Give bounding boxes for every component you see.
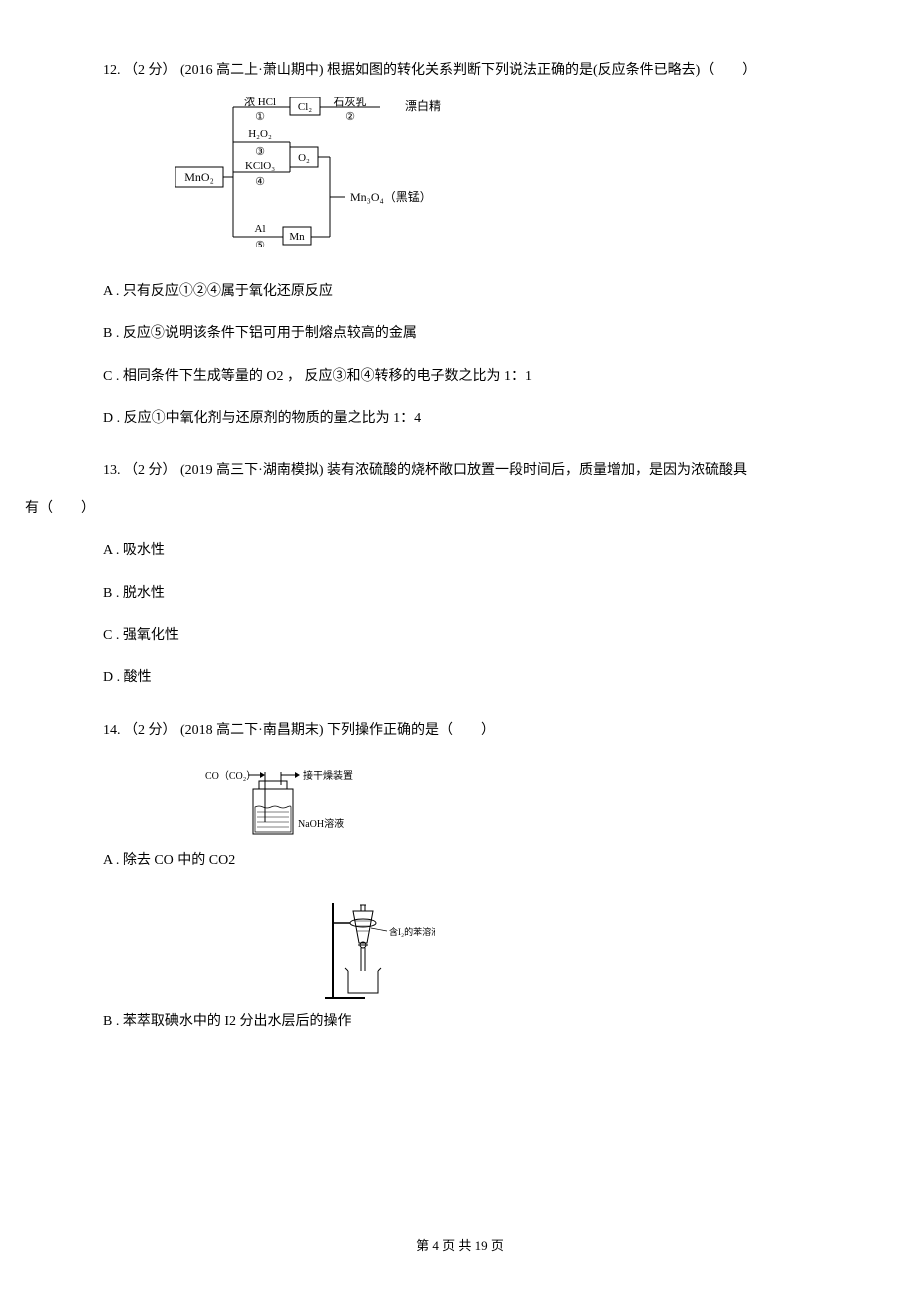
q12-svg: MnO₂ 浓 HCl ① Cl₂ 石灰乳 ② 漂白精 H₂O₂ ③ O₂ xyxy=(175,97,475,247)
n2-label: ② xyxy=(345,111,355,123)
q13-opt-c: C . 强氧化性 xyxy=(75,625,845,647)
q14-header: 14. （2 分） (2018 高二下·南昌期末) 下列操作正确的是（ ） xyxy=(75,720,845,742)
q14a-outlet: 接干燥装置 xyxy=(303,769,353,782)
q13-opt-a: A . 吸水性 xyxy=(75,540,845,562)
q14b-svg: 含I₂的苯溶液 xyxy=(315,893,435,1003)
q14a-inlet: CO（CO₂） xyxy=(205,770,256,782)
q13-opt-b: B . 脱水性 xyxy=(75,583,845,605)
mn3o4-label: Mn₃O₄（黑锰） xyxy=(350,189,432,204)
q13-cont: 有（ ） xyxy=(25,498,845,520)
n3-label: ③ xyxy=(255,146,265,158)
mn-label: Mn xyxy=(289,231,305,243)
bleach-label: 漂白精 xyxy=(405,98,441,113)
lime-label: 石灰乳 xyxy=(334,97,367,108)
q12-diagram: MnO₂ 浓 HCl ① Cl₂ 石灰乳 ② 漂白精 H₂O₂ ③ O₂ xyxy=(175,97,845,255)
cl2-label: Cl₂ xyxy=(298,101,312,113)
question-13: 13. （2 分） (2019 高三下·湖南模拟) 装有浓硫酸的烧杯敞口放置一段… xyxy=(75,460,845,689)
n5-label: ⑤ xyxy=(255,240,265,247)
q14a-liquid: NaOH溶液 xyxy=(298,817,344,830)
q13-opt-d: D . 酸性 xyxy=(75,667,845,689)
q14b-label: 含I₂的苯溶液 xyxy=(389,926,435,937)
q12-opt-d: D . 反应①中氧化剂与还原剂的物质的量之比为 1：4 xyxy=(75,408,845,430)
h2o2-label: H₂O₂ xyxy=(248,128,272,140)
question-12: 12. （2 分） (2016 高二上·萧山期中) 根据如图的转化关系判断下列说… xyxy=(75,60,845,430)
hcl-label: 浓 HCl xyxy=(244,97,276,108)
q14-opt-b: B . 苯萃取碘水中的 I2 分出水层后的操作 xyxy=(75,1011,845,1033)
q14a-svg: CO（CO₂） 接干燥装置 NaOH溶液 xyxy=(203,757,373,847)
q12-header: 12. （2 分） (2016 高二上·萧山期中) 根据如图的转化关系判断下列说… xyxy=(75,60,845,82)
q14b-diagram-row: 含I₂的苯溶液 xyxy=(75,893,845,1011)
q12-opt-a: A . 只有反应①②④属于氧化还原反应 xyxy=(75,281,845,303)
q12-opt-b: B . 反应⑤说明该条件下铝可用于制熔点较高的金属 xyxy=(75,323,845,345)
q12-opt-c: C . 相同条件下生成等量的 O2 ， 反应③和④转移的电子数之比为 1：1 xyxy=(75,366,845,388)
kclo3-label: KClO₃ xyxy=(245,160,275,172)
q14-opt-a-row: CO（CO₂） 接干燥装置 NaOH溶液 xyxy=(75,757,845,855)
q13-header: 13. （2 分） (2019 高三下·湖南模拟) 装有浓硫酸的烧杯敞口放置一段… xyxy=(75,460,845,482)
al-label: Al xyxy=(255,223,266,235)
n4-label: ④ xyxy=(255,176,265,188)
q14-opt-a: A . 除去 CO 中的 CO2 xyxy=(75,850,845,872)
page-footer: 第 4 页 共 19 页 xyxy=(0,1236,920,1257)
o2-label: O₂ xyxy=(298,152,310,164)
mno2-label: MnO₂ xyxy=(184,170,214,184)
question-14: 14. （2 分） (2018 高二下·南昌期末) 下列操作正确的是（ ） CO… xyxy=(75,720,845,1034)
n1-label: ① xyxy=(255,111,265,123)
